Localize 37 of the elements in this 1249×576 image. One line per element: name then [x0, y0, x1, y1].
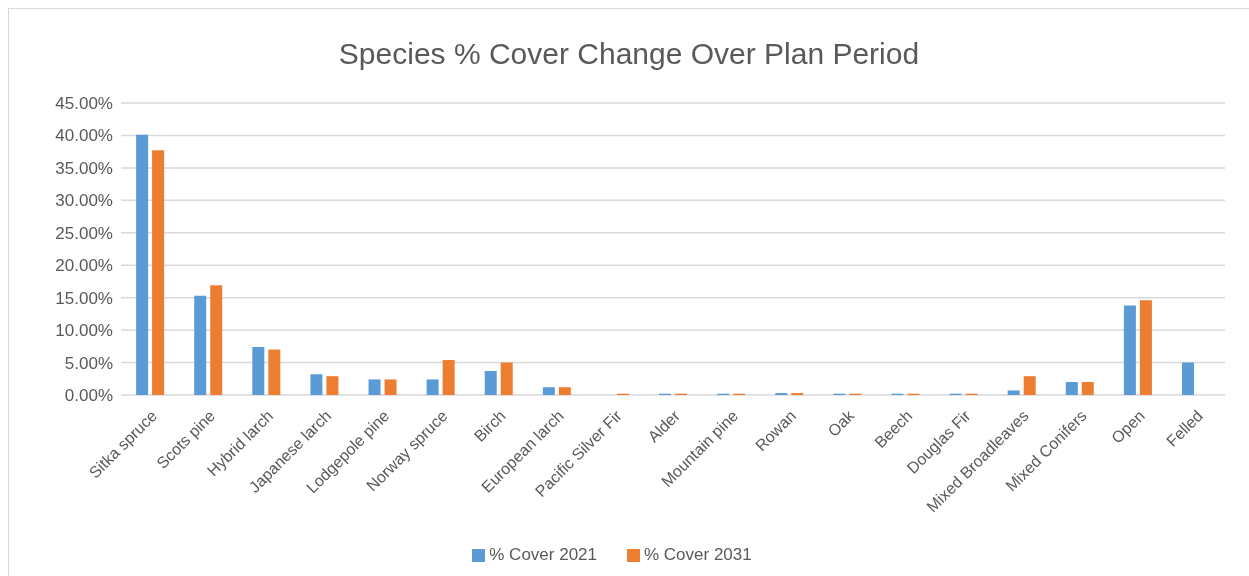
x-tick-label: Oak: [824, 406, 859, 440]
bar: [310, 374, 323, 395]
bar: [484, 370, 497, 395]
bar: [1182, 362, 1194, 395]
y-tick-label: 25.00%: [55, 223, 113, 243]
bar: [326, 376, 339, 395]
chart-title: Species % Cover Change Over Plan Period: [337, 36, 921, 72]
bar: [368, 379, 381, 395]
y-tick-label: 5.00%: [64, 353, 113, 373]
y-tick-label: 35.00%: [55, 158, 113, 178]
y-tick-label: 40.00%: [55, 126, 113, 146]
bar: [426, 379, 439, 395]
bar: [1023, 376, 1036, 395]
bar: [1065, 382, 1078, 395]
bar: [542, 387, 555, 395]
bar: [252, 346, 265, 395]
y-tick-label: 15.00%: [55, 288, 113, 308]
bar: [558, 387, 571, 395]
bar: [194, 295, 207, 395]
y-tick-label: 0.00%: [64, 386, 113, 406]
y-tick-label: 30.00%: [55, 191, 113, 211]
bar: [268, 349, 281, 395]
bar: [442, 359, 455, 395]
legend-label: % Cover 2031: [644, 545, 752, 564]
bar: [152, 150, 165, 395]
y-tick-label: 10.00%: [55, 321, 113, 341]
bar: [384, 379, 397, 395]
legend-label: % Cover 2021: [489, 545, 597, 564]
bar: [136, 134, 149, 395]
bar: [500, 362, 513, 395]
bar: [1007, 390, 1020, 395]
y-tick-label: 20.00%: [55, 256, 113, 276]
bar: [1139, 300, 1152, 395]
y-tick-label: 45.00%: [55, 94, 113, 114]
bar: [210, 285, 223, 395]
bar: [1081, 382, 1094, 395]
bar: [1123, 305, 1136, 395]
